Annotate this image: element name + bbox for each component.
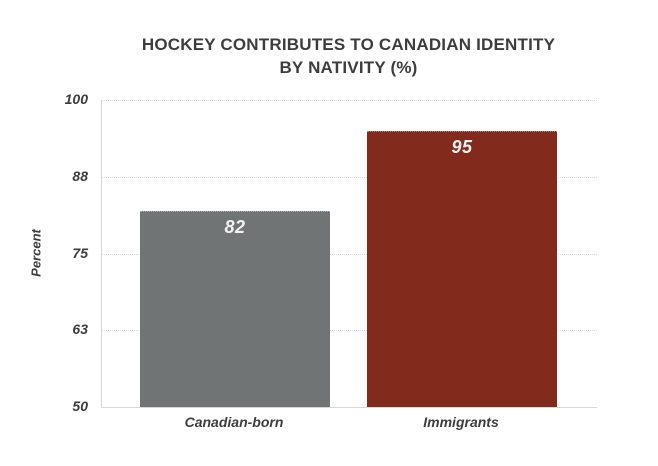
- y-tick-label: 88: [72, 168, 88, 184]
- bar-value-label: 95: [451, 137, 473, 157]
- bar-canadian-born: 82: [140, 211, 330, 407]
- bar-value-label: 82: [224, 217, 246, 237]
- gridline: [102, 254, 597, 255]
- gridline: [102, 407, 597, 408]
- bar-immigrants: 95: [367, 131, 557, 407]
- y-tick-label: 75: [72, 245, 88, 261]
- y-tick-label: 50: [72, 398, 88, 414]
- chart-title-line1: HOCKEY CONTRIBUTES TO CANADIAN IDENTITY: [141, 35, 556, 54]
- y-axis: 100 88 75 63 50: [0, 0, 88, 466]
- gridline: [102, 330, 597, 331]
- gridline: [102, 177, 597, 178]
- y-tick-label: 63: [72, 321, 88, 337]
- chart-title-line2: BY NATIVITY (%): [279, 58, 418, 77]
- x-category-label-canadian-born: Canadian-born: [184, 414, 284, 430]
- chart-title: HOCKEY CONTRIBUTES TO CANADIAN IDENTITY …: [101, 33, 596, 79]
- x-category-label-immigrants: Immigrants: [423, 414, 499, 430]
- x-axis-labels: Canadian-born Immigrants: [0, 414, 658, 434]
- y-tick-label: 100: [64, 91, 88, 107]
- plot-area: 82 95: [101, 100, 597, 408]
- gridline: [102, 100, 597, 101]
